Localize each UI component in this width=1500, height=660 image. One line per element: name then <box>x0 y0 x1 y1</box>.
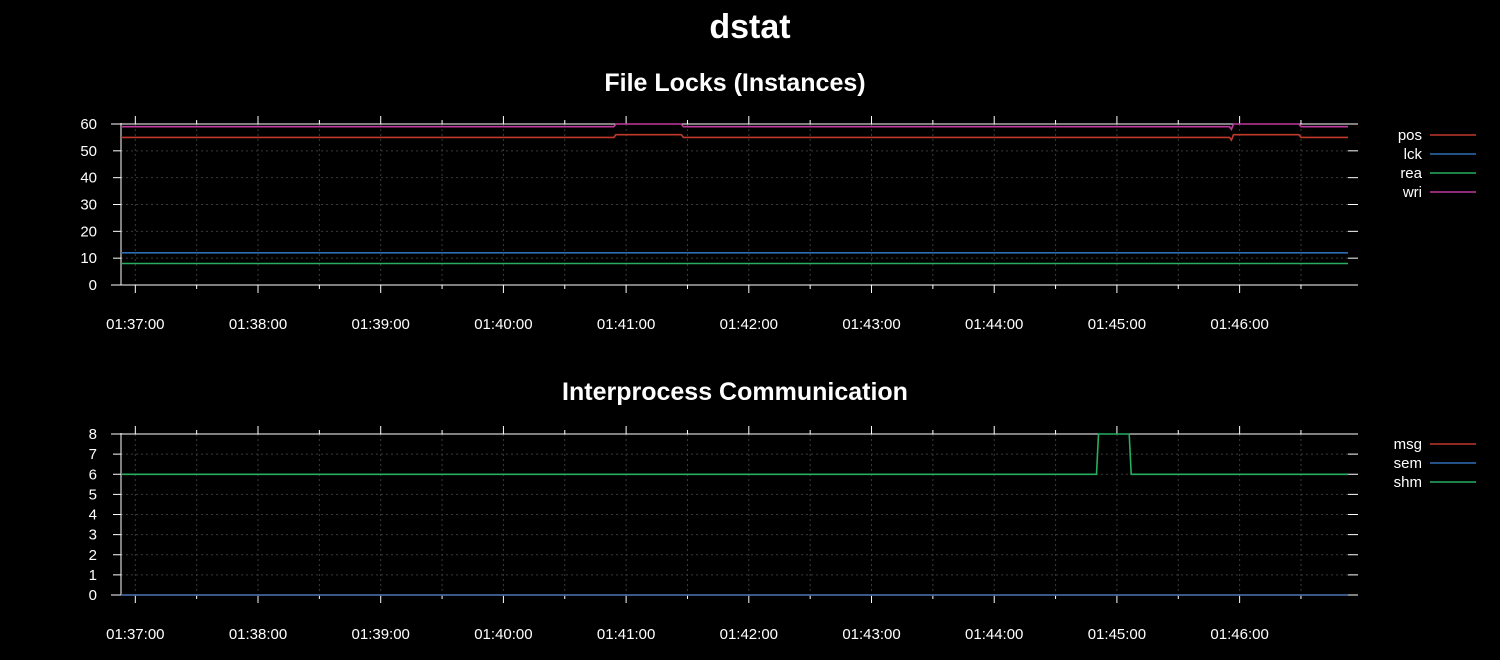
x-tick-label: 01:43:00 <box>842 626 900 643</box>
y-tick-label: 7 <box>89 446 97 463</box>
legend-label-lck: lck <box>1404 146 1423 163</box>
y-tick-label: 6 <box>89 466 97 483</box>
y-tick-label: 60 <box>80 116 97 133</box>
y-tick-label: 0 <box>89 587 97 604</box>
legend-label-msg: msg <box>1394 436 1422 453</box>
y-tick-label: 5 <box>89 486 97 503</box>
legend-label-pos: pos <box>1398 127 1422 144</box>
series-line-pos <box>121 133 1348 142</box>
x-tick-label: 01:40:00 <box>474 316 532 333</box>
chart-title: File Locks (Instances) <box>604 69 865 97</box>
series-line-wri <box>121 123 1348 132</box>
x-tick-label: 01:38:00 <box>229 316 287 333</box>
x-tick-label: 01:45:00 <box>1088 626 1146 643</box>
x-tick-label: 01:44:00 <box>965 316 1023 333</box>
y-tick-label: 40 <box>80 170 97 187</box>
x-tick-label: 01:42:00 <box>720 626 778 643</box>
x-tick-label: 01:37:00 <box>106 626 164 643</box>
x-tick-label: 01:45:00 <box>1088 316 1146 333</box>
y-tick-label: 4 <box>89 507 97 524</box>
legend-label-rea: rea <box>1400 165 1422 182</box>
series-line-shm <box>121 433 1348 476</box>
x-tick-label: 01:44:00 <box>965 626 1023 643</box>
page-title: dstat <box>709 8 791 46</box>
x-tick-label: 01:40:00 <box>474 626 532 643</box>
x-tick-label: 01:39:00 <box>352 316 410 333</box>
x-tick-label: 01:38:00 <box>229 626 287 643</box>
x-tick-label: 01:41:00 <box>597 626 655 643</box>
y-tick-label: 2 <box>89 547 97 564</box>
y-tick-label: 8 <box>89 426 97 443</box>
x-tick-label: 01:37:00 <box>106 316 164 333</box>
y-tick-label: 30 <box>80 197 97 214</box>
y-tick-label: 3 <box>89 527 97 544</box>
chart-title: Interprocess Communication <box>562 378 908 406</box>
x-tick-label: 01:46:00 <box>1210 626 1268 643</box>
y-tick-label: 20 <box>80 223 97 240</box>
legend-label-wri: wri <box>1402 184 1422 201</box>
y-tick-label: 1 <box>89 567 97 584</box>
y-tick-label: 0 <box>89 277 97 294</box>
x-tick-label: 01:46:00 <box>1210 316 1268 333</box>
y-tick-label: 10 <box>80 250 97 267</box>
x-tick-label: 01:43:00 <box>842 316 900 333</box>
legend-label-shm: shm <box>1394 474 1422 491</box>
legend-label-sem: sem <box>1394 455 1422 472</box>
x-tick-label: 01:39:00 <box>352 626 410 643</box>
x-tick-label: 01:41:00 <box>597 316 655 333</box>
x-tick-label: 01:42:00 <box>720 316 778 333</box>
y-tick-label: 50 <box>80 143 97 160</box>
